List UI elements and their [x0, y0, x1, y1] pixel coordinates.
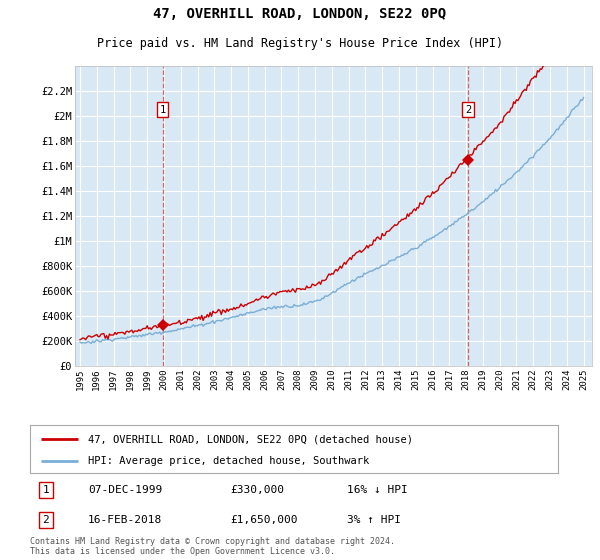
- Text: 3% ↑ HPI: 3% ↑ HPI: [347, 515, 401, 525]
- Text: 2: 2: [465, 105, 471, 115]
- Text: 47, OVERHILL ROAD, LONDON, SE22 0PQ: 47, OVERHILL ROAD, LONDON, SE22 0PQ: [154, 7, 446, 21]
- Text: HPI: Average price, detached house, Southwark: HPI: Average price, detached house, Sout…: [88, 456, 370, 466]
- Text: Price paid vs. HM Land Registry's House Price Index (HPI): Price paid vs. HM Land Registry's House …: [97, 38, 503, 50]
- Text: 16% ↓ HPI: 16% ↓ HPI: [347, 485, 407, 495]
- Text: £330,000: £330,000: [230, 485, 284, 495]
- Text: Contains HM Land Registry data © Crown copyright and database right 2024.
This d: Contains HM Land Registry data © Crown c…: [30, 537, 395, 557]
- Text: 16-FEB-2018: 16-FEB-2018: [88, 515, 163, 525]
- Text: 1: 1: [160, 105, 166, 115]
- Text: 47, OVERHILL ROAD, LONDON, SE22 0PQ (detached house): 47, OVERHILL ROAD, LONDON, SE22 0PQ (det…: [88, 435, 413, 445]
- Text: £1,650,000: £1,650,000: [230, 515, 298, 525]
- Text: 2: 2: [43, 515, 49, 525]
- Text: 07-DEC-1999: 07-DEC-1999: [88, 485, 163, 495]
- Text: 1: 1: [43, 485, 49, 495]
